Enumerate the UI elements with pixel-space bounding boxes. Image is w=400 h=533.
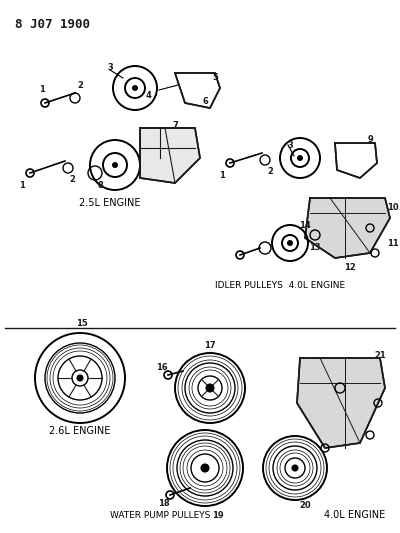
Text: 17: 17 — [204, 341, 216, 350]
Text: 4: 4 — [145, 92, 151, 101]
Text: 6: 6 — [202, 96, 208, 106]
Polygon shape — [335, 143, 377, 178]
Circle shape — [206, 384, 214, 392]
Text: 1: 1 — [39, 85, 45, 94]
Polygon shape — [297, 358, 385, 448]
Text: 21: 21 — [374, 351, 386, 359]
Text: 19: 19 — [212, 511, 224, 520]
Text: 5: 5 — [212, 74, 218, 83]
Circle shape — [77, 375, 83, 381]
Text: 2: 2 — [77, 82, 83, 91]
Circle shape — [288, 241, 292, 245]
Circle shape — [133, 86, 137, 90]
Text: WATER PUMP PULLEYS: WATER PUMP PULLEYS — [110, 511, 210, 520]
Text: 1: 1 — [19, 181, 25, 190]
Circle shape — [201, 464, 209, 472]
Polygon shape — [175, 73, 220, 108]
Text: 3: 3 — [287, 141, 293, 149]
Text: 3: 3 — [107, 62, 113, 71]
Text: IDLER PULLEYS  4.0L ENGINE: IDLER PULLEYS 4.0L ENGINE — [215, 280, 345, 289]
Text: 4.0L ENGINE: 4.0L ENGINE — [324, 510, 386, 520]
Text: 2: 2 — [69, 175, 75, 184]
Text: 2.5L ENGINE: 2.5L ENGINE — [79, 198, 141, 208]
Polygon shape — [305, 198, 390, 258]
Text: 15: 15 — [76, 319, 88, 327]
Text: 11: 11 — [387, 238, 399, 247]
Text: 9: 9 — [367, 135, 373, 144]
Text: 16: 16 — [156, 362, 168, 372]
Polygon shape — [140, 128, 200, 183]
Text: 14: 14 — [299, 221, 311, 230]
Text: 10: 10 — [387, 204, 399, 213]
Text: 20: 20 — [299, 500, 311, 510]
Circle shape — [113, 163, 117, 167]
Text: 8: 8 — [97, 181, 103, 190]
Text: 8 J07 1900: 8 J07 1900 — [15, 18, 90, 31]
Text: 2: 2 — [267, 166, 273, 175]
Circle shape — [292, 465, 298, 471]
Text: 18: 18 — [158, 498, 170, 507]
Text: 12: 12 — [344, 263, 356, 272]
Text: 13: 13 — [309, 244, 321, 253]
Text: 1: 1 — [219, 171, 225, 180]
Circle shape — [298, 156, 302, 160]
Text: 7: 7 — [172, 120, 178, 130]
Text: 2.6L ENGINE: 2.6L ENGINE — [49, 426, 111, 436]
